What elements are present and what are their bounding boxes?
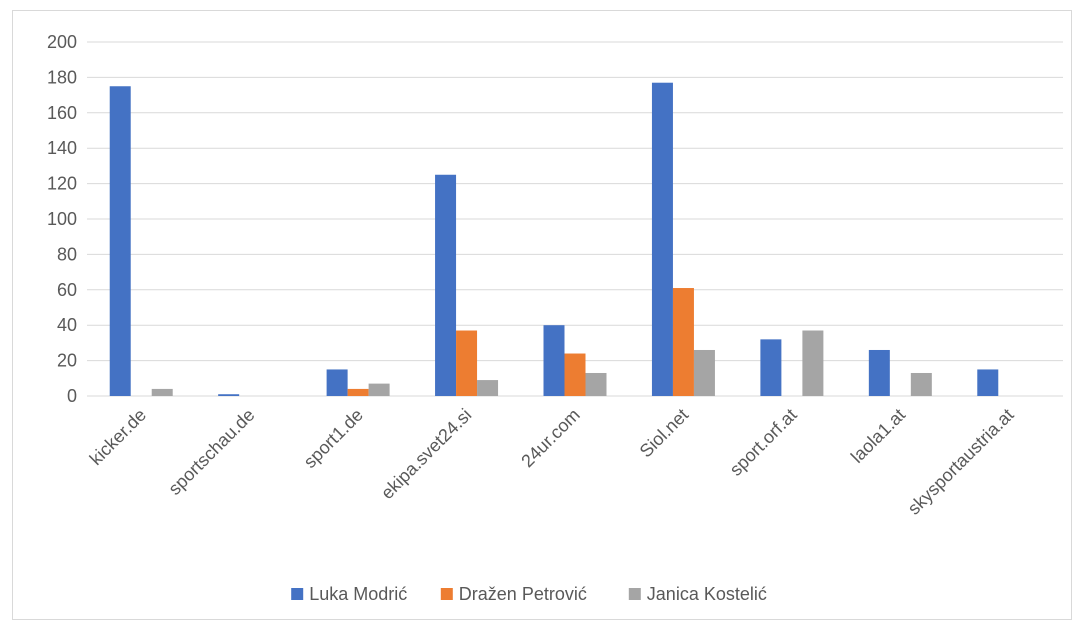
chart-frame: 0 20 40 60 80 100 120 140 160 180 200 kicker.de spo…: [12, 10, 1072, 620]
bar: [760, 339, 782, 396]
y-tick-label: 0: [67, 386, 77, 406]
bar: [368, 383, 390, 396]
bar: [347, 388, 369, 396]
x-category-label: skysportaustria.at: [904, 405, 1018, 519]
y-tick-label: 60: [57, 280, 77, 300]
bar: [868, 349, 890, 396]
x-category-label: 24ur.com: [517, 405, 584, 472]
legend-label: Dražen Petrović: [459, 584, 587, 604]
x-axis-categories: kicker.de sportschau.de sport1.de ekipa.sve…: [86, 405, 1018, 519]
bar: [435, 174, 457, 396]
bar: [693, 349, 715, 396]
y-tick-label: 20: [57, 351, 77, 371]
bars: [109, 82, 999, 397]
legend-label: Janica Kostelić: [647, 584, 767, 604]
x-category-label: ekipa.svet24.si: [377, 405, 475, 503]
x-category-label: sport.orf.at: [726, 405, 801, 480]
x-category-label: sportschau.de: [164, 405, 258, 499]
y-tick-label: 200: [47, 32, 77, 52]
y-tick-label: 140: [47, 138, 77, 158]
legend-swatch: [440, 588, 453, 600]
bar: [477, 380, 499, 396]
bar: [910, 372, 932, 396]
x-category-label: kicker.de: [86, 405, 150, 469]
bar: [977, 369, 999, 396]
bar: [672, 288, 694, 396]
bar: [543, 325, 565, 396]
bar: [456, 330, 478, 396]
x-category-label: laola1.at: [847, 405, 909, 467]
bar: [109, 86, 131, 396]
bar: [802, 330, 824, 396]
y-tick-label: 160: [47, 103, 77, 123]
y-tick-label: 120: [47, 174, 77, 194]
y-tick-label: 100: [47, 209, 77, 229]
bar: [585, 372, 607, 396]
y-tick-label: 80: [57, 244, 77, 264]
x-category-label: Siol.net: [636, 405, 693, 462]
y-tick-label: 40: [57, 315, 77, 335]
gridlines: [87, 41, 1063, 397]
bar: [651, 82, 673, 397]
y-axis-ticks: 0 20 40 60 80 100 120 140 160 180 200: [47, 32, 77, 406]
x-category-label: sport1.de: [300, 405, 367, 472]
legend-swatch: [291, 588, 304, 600]
bar: [326, 369, 348, 396]
bar: [218, 394, 240, 396]
legend-swatch: [628, 588, 641, 600]
legend-label: Luka Modrić: [309, 584, 407, 604]
bar: [151, 388, 173, 396]
bar: [564, 353, 586, 396]
legend: Luka Modrić Dražen Petrović Janica Kosteli…: [291, 584, 767, 604]
y-tick-label: 180: [47, 67, 77, 87]
